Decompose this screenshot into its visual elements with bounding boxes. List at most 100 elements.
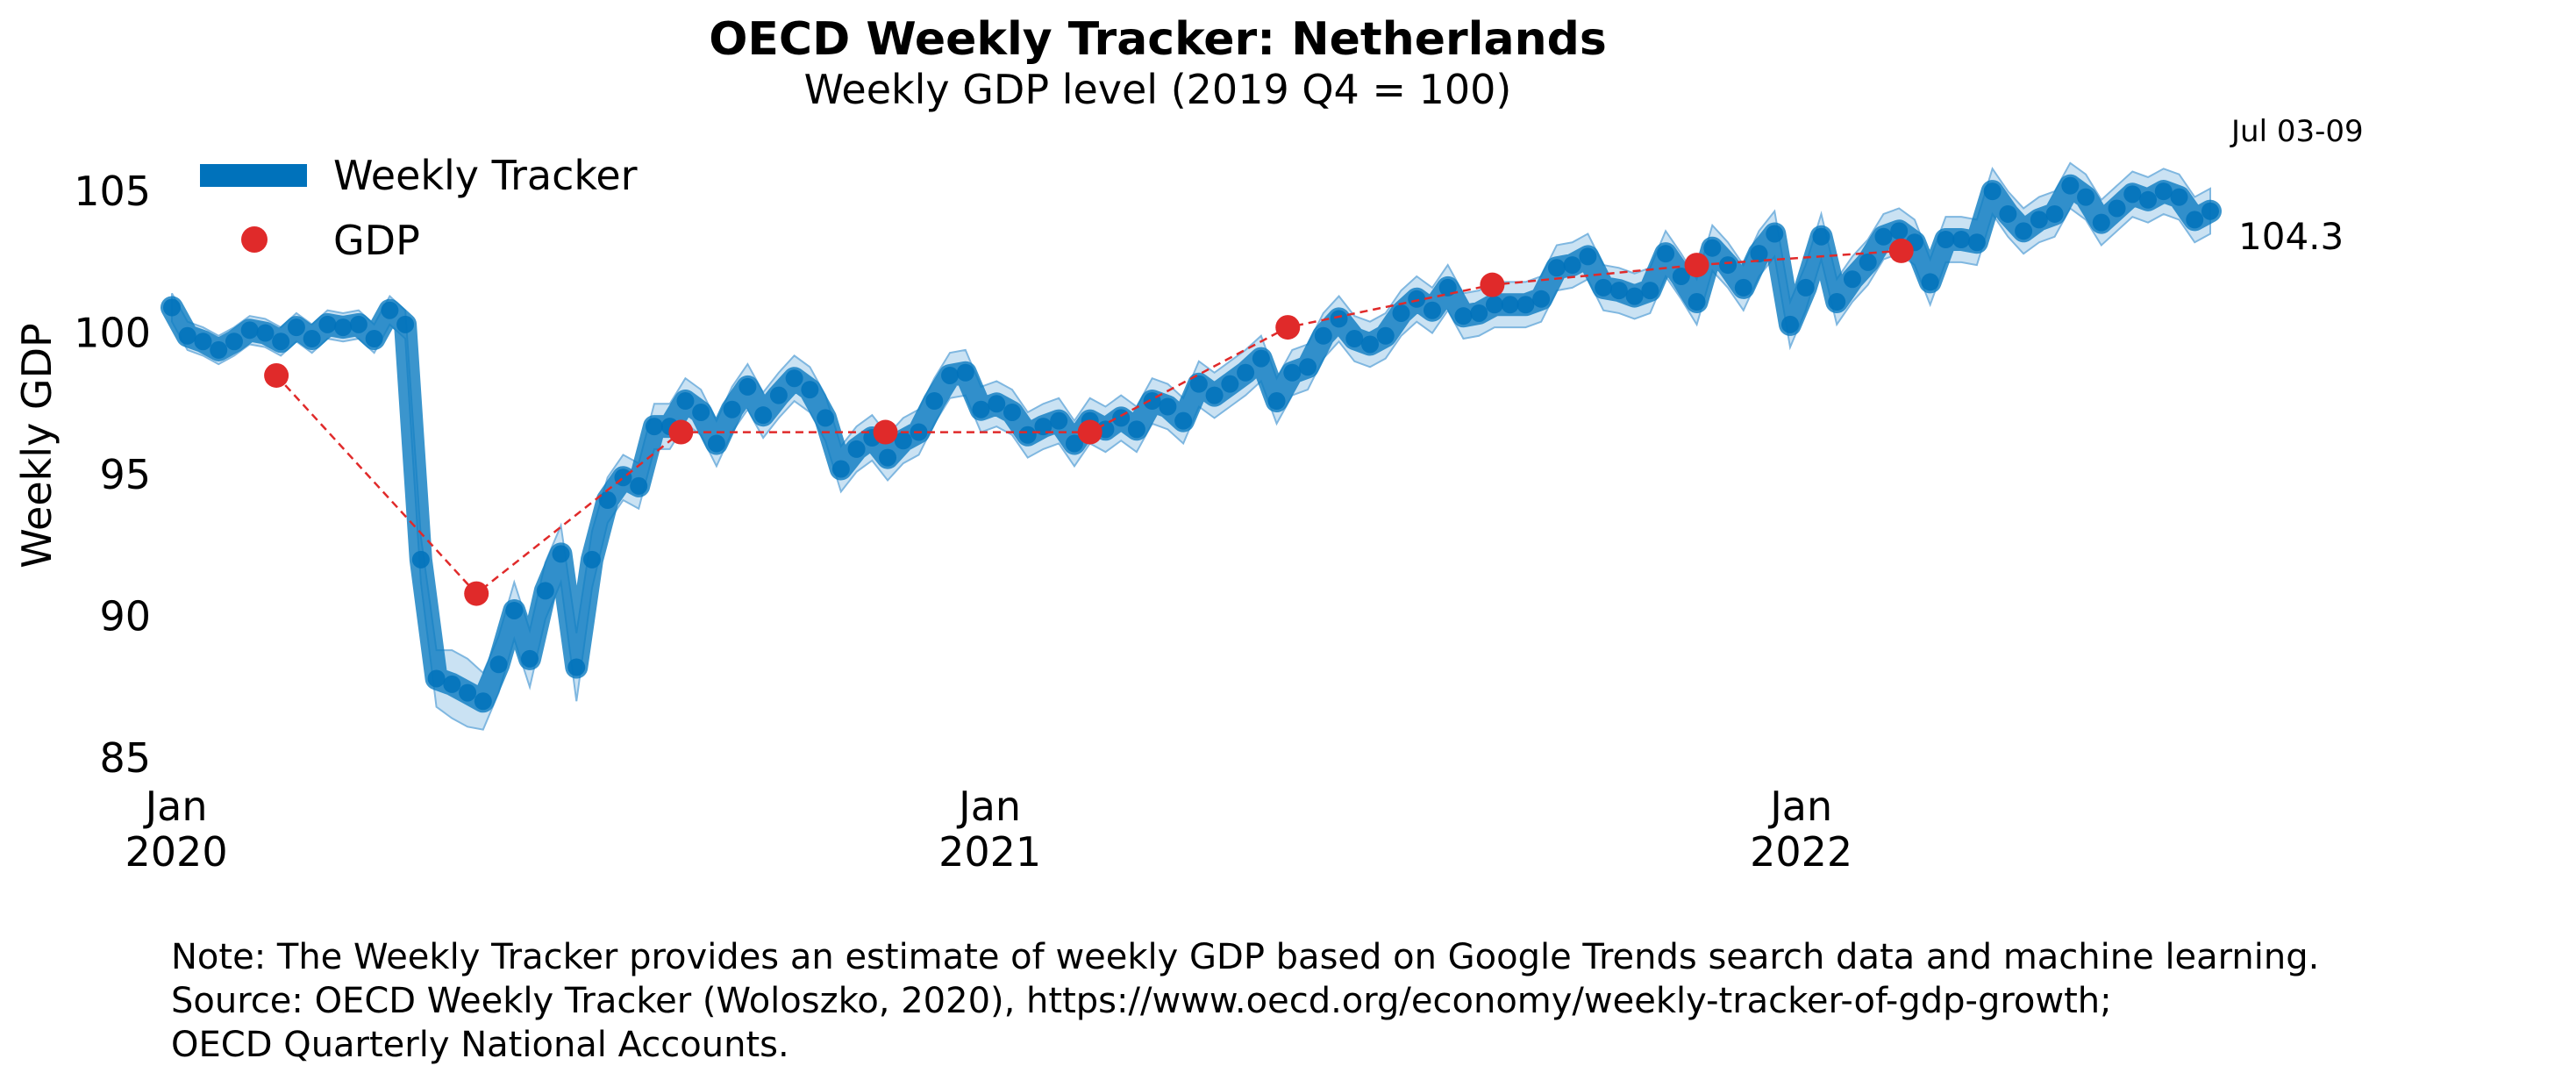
weekly-tracker-point [2139, 190, 2158, 209]
weekly-tracker-point [1438, 278, 1457, 297]
weekly-tracker-point [2154, 182, 2173, 201]
weekly-tracker-point [194, 333, 212, 351]
weekly-tracker-point [785, 369, 803, 388]
weekly-tracker-point [381, 301, 399, 319]
weekly-tracker-point [723, 400, 741, 418]
weekly-tracker-line [161, 174, 2222, 713]
gdp-point [1077, 419, 1102, 445]
note-line-1: Note: The Weekly Tracker provides an est… [171, 937, 2319, 977]
weekly-tracker-point [1766, 225, 1784, 243]
weekly-tracker-point [334, 318, 353, 337]
weekly-tracker-point [1408, 290, 1426, 308]
weekly-tracker-point [1828, 293, 1846, 311]
weekly-tracker-point [1703, 239, 1722, 257]
y-axis-label: Weekly GDP [13, 323, 61, 568]
legend: Weekly Tracker GDP [200, 152, 638, 264]
weekly-tracker-point [1221, 375, 1239, 393]
weekly-tracker-point [582, 550, 601, 569]
gdp-point [1888, 238, 1914, 263]
weekly-tracker-point [894, 432, 912, 450]
weekly-tracker-point [1485, 296, 1503, 314]
weekly-tracker-point [645, 418, 663, 436]
weekly-tracker-point [505, 601, 524, 619]
weekly-tracker-point [2077, 188, 2095, 206]
weekly-tracker-point [2061, 176, 2080, 195]
weekly-tracker-point [240, 321, 259, 340]
weekly-tracker-point [2030, 211, 2048, 229]
weekly-tracker-point [1501, 296, 1519, 314]
weekly-tracker-point [1609, 282, 1628, 300]
weekly-tracker-points [163, 176, 2219, 711]
weekly-tracker-point [1283, 363, 1302, 382]
weekly-tracker-point [1812, 227, 1830, 246]
gdp-point [668, 419, 694, 445]
y-tick-label: 105 [74, 168, 151, 215]
weekly-tracker-point [1376, 326, 1395, 345]
weekly-tracker-point [1579, 247, 1597, 266]
chart-title: OECD Weekly Tracker: Netherlands [709, 13, 1607, 66]
weekly-tracker-point [801, 381, 819, 399]
weekly-tracker-point [318, 315, 337, 333]
weekly-tracker-point [1547, 259, 1566, 277]
weekly-tracker-point [831, 460, 850, 478]
weekly-tracker-point [1034, 418, 1053, 436]
weekly-tracker-point [1392, 304, 1410, 322]
weekly-tracker-point [692, 403, 710, 421]
weekly-tracker-point [2092, 213, 2110, 232]
weekly-tracker-point [365, 330, 383, 348]
weekly-tracker-point [349, 315, 367, 333]
weekly-tracker-point [1890, 222, 1909, 240]
last-point-value-label: 104.3 [2238, 215, 2344, 258]
weekly-tracker-point [1252, 349, 1270, 368]
weekly-tracker-point [474, 692, 492, 711]
weekly-tracker-point [2201, 202, 2219, 220]
weekly-tracker-point [178, 326, 196, 345]
weekly-tracker-point [210, 340, 228, 359]
weekly-tracker-point [1937, 231, 1955, 249]
weekly-tracker-point [1345, 330, 1364, 348]
gdp-points [264, 238, 1914, 606]
weekly-tracker-point [847, 440, 866, 458]
weekly-tracker-point [2108, 199, 2126, 218]
gdp-point [464, 581, 489, 606]
gdp-point [1275, 315, 1301, 340]
weekly-tracker-point [1874, 227, 1893, 246]
weekly-tracker-point [1657, 245, 1675, 263]
weekly-tracker-point [536, 582, 554, 600]
x-tick-year-label: 2021 [938, 828, 1041, 876]
last-point-date-label: Jul 03-09 [2230, 114, 2364, 149]
weekly-tracker-point [1423, 301, 1441, 319]
weekly-tracker-point [1330, 310, 1348, 328]
x-tick-month-label: Jan [1767, 783, 1832, 830]
weekly-tracker-point [739, 377, 757, 396]
weekly-tracker-point [754, 406, 773, 425]
weekly-tracker-point [1532, 290, 1551, 308]
x-tick-month-label: Jan [956, 783, 1021, 830]
x-tick-year-label: 2022 [1750, 828, 1852, 876]
weekly-tracker-point [1641, 282, 1659, 300]
weekly-tracker-point [1174, 411, 1193, 430]
weekly-tracker-point [1796, 278, 1815, 297]
weekly-tracker-point [1595, 278, 1613, 297]
weekly-tracker-point [1361, 335, 1380, 354]
weekly-tracker-point [272, 333, 290, 351]
weekly-tracker-point [1952, 231, 1971, 249]
note-line-2: Source: OECD Weekly Tracker (Woloszko, 2… [171, 981, 2112, 1021]
weekly-tracker-point [1237, 363, 1255, 382]
weekly-tracker-point [1688, 293, 1706, 311]
legend-label-weekly-tracker: Weekly Tracker [333, 152, 638, 199]
weekly-tracker-point [225, 333, 243, 351]
y-tick-label: 85 [99, 734, 151, 782]
weekly-tracker-point [1843, 270, 1861, 289]
weekly-tracker-point [1127, 420, 1145, 439]
weekly-tracker-point [256, 324, 275, 342]
weekly-tracker-point [2015, 222, 2033, 240]
y-tick-label: 100 [74, 310, 151, 357]
weekly-tracker-point [1734, 278, 1752, 297]
weekly-tracker-point [1921, 273, 1939, 291]
y-tick-label: 90 [99, 592, 151, 640]
weekly-tracker-point [287, 318, 305, 337]
weekly-tracker-point [163, 298, 181, 317]
weekly-tracker-point [988, 395, 1006, 413]
